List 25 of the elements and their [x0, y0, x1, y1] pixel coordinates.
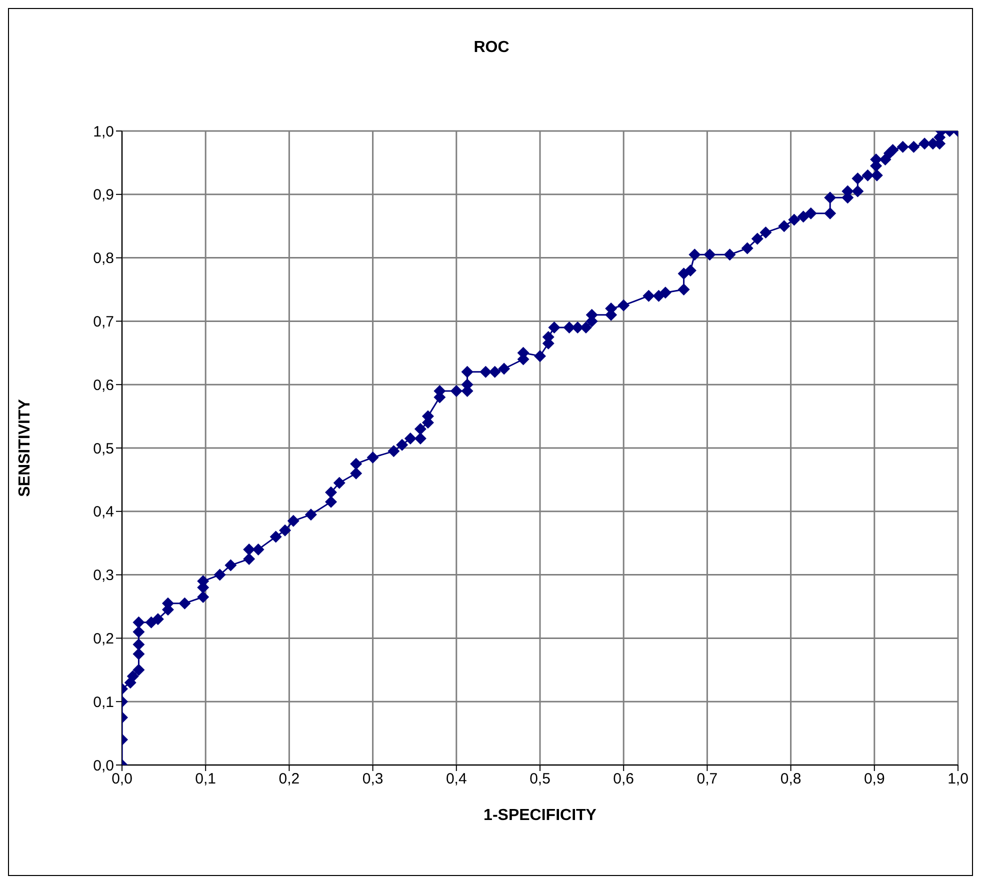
y-tick-label: 0,2 — [93, 630, 114, 648]
x-axis-title: 1-SPECIFICITY — [484, 807, 597, 824]
x-tick-label: 0,0 — [112, 770, 132, 788]
y-axis-title: SENSITIVITY — [16, 398, 34, 497]
x-tick-label: 0,7 — [696, 770, 718, 788]
x-tick-label: 0,2 — [278, 770, 300, 788]
x-tick-label: 1,0 — [948, 770, 968, 788]
x-tick-label: 0,4 — [446, 770, 467, 788]
y-tick-label: 0,7 — [93, 314, 114, 331]
x-tick-label: 0,6 — [613, 770, 634, 788]
y-tick-label: 0,8 — [93, 250, 114, 268]
x-tick-label: 0,8 — [780, 770, 802, 788]
y-tick-label: 0,0 — [93, 757, 114, 774]
y-tick-label: 0,3 — [93, 567, 114, 584]
y-tick-label: 0,9 — [93, 186, 114, 204]
x-tick-label: 0,9 — [864, 770, 885, 788]
x-tick-label: 0,3 — [362, 770, 384, 788]
x-tick-label: 0,1 — [195, 770, 216, 788]
y-tick-label: 0,5 — [93, 440, 114, 458]
y-tick-label: 0,4 — [93, 504, 114, 521]
x-tick-label: 0,5 — [530, 770, 550, 788]
chart-title: ROC — [472, 39, 510, 57]
y-tick-label: 1,0 — [93, 123, 114, 140]
y-tick-label: 0,1 — [93, 694, 114, 711]
y-tick-label: 0,6 — [93, 376, 114, 394]
